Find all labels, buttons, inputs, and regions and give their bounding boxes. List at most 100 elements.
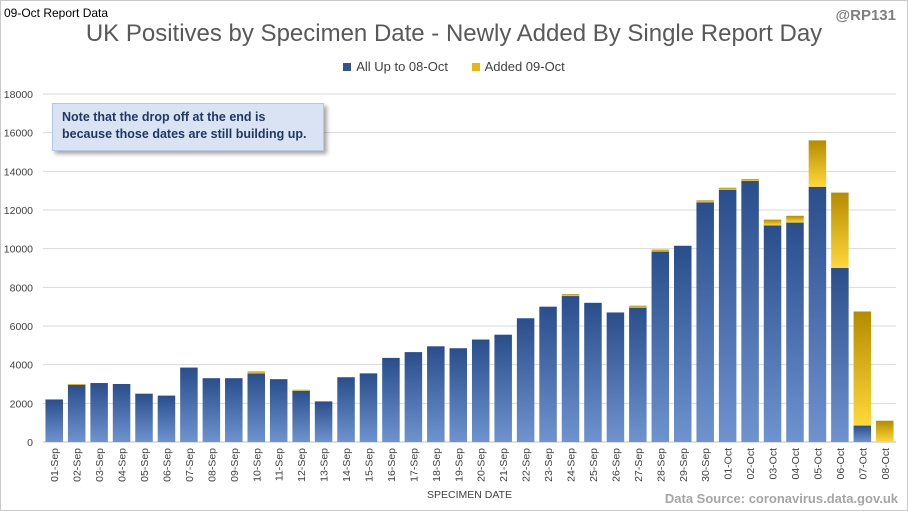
x-tick-label: 16-Sep [386, 448, 398, 482]
x-tick-label: 28-Sep [655, 448, 667, 482]
bar-base [696, 202, 714, 442]
x-tick-label: 11-Sep [274, 448, 286, 481]
x-tick-label: 09-Sep [229, 448, 241, 482]
y-tick-label: 18000 [4, 89, 33, 101]
x-tick-label: 15-Sep [363, 448, 375, 482]
bar-base [135, 393, 153, 442]
bar-base [673, 245, 692, 442]
y-tick-label: 14000 [4, 166, 33, 178]
bars [45, 140, 894, 442]
x-tick-label: 18-Sep [431, 448, 443, 482]
x-tick-label: 14-Sep [341, 448, 353, 482]
y-tick-label: 4000 [10, 360, 34, 372]
bar-base [718, 189, 737, 442]
x-tick-label: 22-Sep [521, 448, 533, 482]
x-tick-label: 12-Sep [296, 448, 308, 482]
y-tick-label: 2000 [10, 398, 34, 410]
bar-base [786, 222, 804, 442]
bar-base [314, 401, 333, 442]
x-tick-label: 05-Sep [139, 448, 151, 482]
x-tick-label: 06-Oct [835, 448, 847, 480]
x-tick-label: 05-Oct [812, 448, 824, 480]
x-tick-label: 04-Sep [117, 448, 129, 482]
data-source-label: Data Source: coronavirus.data.gov.uk [664, 491, 898, 506]
legend-swatch-base [343, 63, 352, 71]
bar-base [539, 306, 557, 442]
bar-added [561, 294, 580, 297]
report-date-label: 09-Oct Report Data [4, 6, 109, 20]
legend-label-added: Added 09-Oct [484, 59, 565, 74]
bar-base [831, 268, 849, 442]
bar-base [269, 379, 288, 442]
chart-title: UK Positives by Specimen Date - Newly Ad… [85, 20, 823, 47]
bar-base [337, 377, 355, 442]
x-tick-label: 30-Sep [700, 448, 712, 482]
bar-added [718, 187, 737, 190]
bar-added [651, 249, 670, 252]
bar-base [45, 399, 63, 442]
legend-item-added: Added 09-Oct [471, 59, 565, 74]
legend-swatch-added [471, 63, 480, 71]
bar-added [741, 179, 759, 181]
bar-added [876, 420, 894, 442]
bar-base [359, 373, 378, 442]
bar-base [157, 395, 176, 442]
x-axis-ticks: 01-Sep 02-Sep 03-Sep 04-Sep 05-Sep 06-Sep 07-S… [49, 448, 892, 482]
legend-item-base: All Up to 08-Oct [343, 59, 448, 74]
x-tick-label: 10-Sep [251, 448, 263, 482]
x-tick-label: 01-Sep [49, 448, 61, 482]
bar-base [651, 251, 670, 442]
chart-legend: All Up to 08-Oct Added 09-Oct [0, 59, 908, 74]
y-tick-label: 6000 [10, 321, 34, 333]
y-tick-label: 0 [27, 437, 33, 449]
bar-added [831, 192, 849, 268]
y-tick-label: 12000 [4, 205, 33, 217]
annotation-note: Note that the drop off at the end is bec… [52, 103, 324, 151]
bar-base [202, 378, 221, 442]
bar-added [853, 311, 872, 426]
bar-added [247, 371, 266, 374]
bar-base [427, 346, 445, 442]
bar-added [629, 305, 647, 308]
x-tick-label: 02-Oct [745, 448, 757, 480]
bar-base [853, 425, 872, 442]
bar-base [471, 339, 490, 442]
y-axis-ticks: 0 2000 4000 6000 8000 10000 12000 14000 16000 180… [4, 89, 33, 449]
bar-base [584, 302, 602, 442]
bar-added [292, 389, 310, 391]
author-handle: @RP131 [835, 7, 897, 24]
bar-base [516, 318, 535, 442]
y-tick-label: 16000 [4, 128, 33, 140]
x-tick-label: 25-Sep [588, 448, 600, 482]
x-tick-label: 06-Sep [161, 448, 173, 482]
x-tick-label: 03-Sep [94, 448, 106, 482]
bar-base [292, 390, 310, 442]
bar-base [606, 312, 625, 442]
bar-added [696, 200, 714, 203]
x-tick-label: 08-Oct [880, 448, 892, 480]
x-tick-label: 20-Sep [476, 448, 488, 482]
bar-base [67, 384, 86, 442]
x-tick-label: 04-Oct [790, 448, 802, 480]
bar-added [786, 215, 804, 223]
bar-base [404, 352, 423, 442]
bar-base [763, 225, 782, 442]
x-tick-label: 03-Oct [768, 448, 780, 480]
bar-base [382, 357, 400, 442]
bar-base [494, 334, 512, 442]
x-axis-title: SPECIMEN DATE [427, 489, 512, 501]
bar-added [67, 384, 86, 385]
x-tick-label: 07-Oct [857, 448, 869, 480]
bar-added [808, 140, 827, 187]
x-tick-label: 21-Sep [498, 448, 510, 482]
bar-base [225, 378, 243, 442]
x-tick-label: 13-Sep [319, 448, 331, 482]
x-tick-label: 07-Sep [184, 448, 196, 482]
bar-base [561, 296, 580, 442]
x-tick-label: 08-Sep [206, 448, 218, 482]
x-tick-label: 19-Sep [453, 448, 465, 482]
bar-base [112, 384, 131, 442]
bar-base [629, 307, 647, 442]
bar-base [247, 373, 266, 442]
